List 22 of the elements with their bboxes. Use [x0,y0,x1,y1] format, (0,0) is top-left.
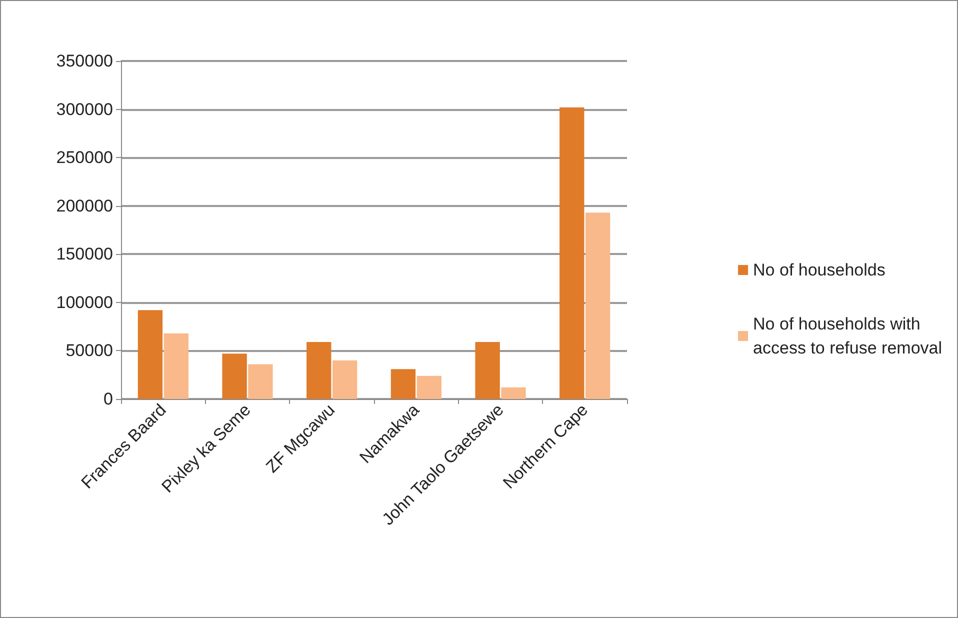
bar [306,342,332,399]
bar [332,360,358,399]
legend-label: No of households with access to refuse removal [753,314,942,358]
bar [585,212,610,399]
y-tick-label: 50000 [66,341,113,360]
bar [390,369,416,399]
y-tick-label: 350000 [56,52,113,70]
y-tick-label: 200000 [56,196,113,216]
bar [138,310,163,399]
bar [164,333,188,399]
bar [222,354,247,399]
y-tick-label: 0 [104,390,113,408]
bar [501,387,526,399]
bar [248,364,273,399]
y-tick-label: 250000 [56,148,113,168]
bar [560,107,584,399]
y-tick-label: 150000 [56,244,113,264]
bar [475,342,500,399]
y-tick-label: 100000 [56,292,113,312]
bar [416,376,442,399]
legend-label: No of households [753,260,886,280]
y-tick-label: 300000 [56,100,113,119]
